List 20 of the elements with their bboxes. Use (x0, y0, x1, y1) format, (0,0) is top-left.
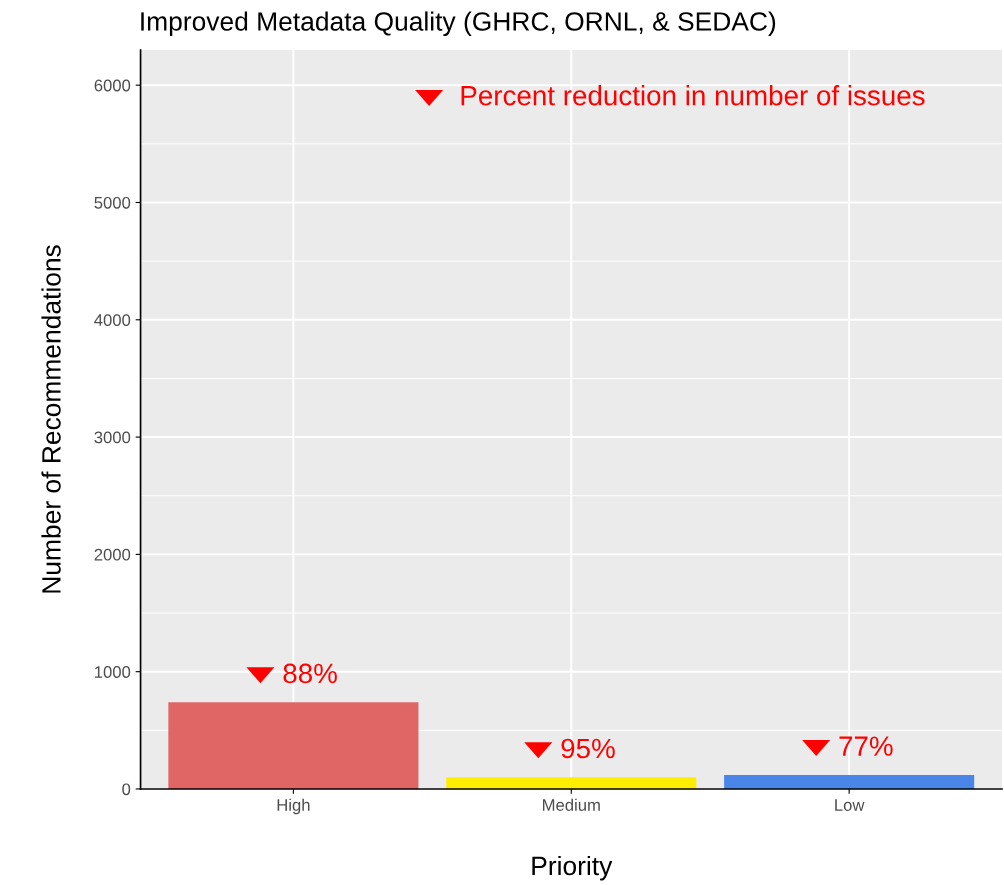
annotation: 77% (839, 736, 893, 756)
bar (724, 774, 975, 789)
y-tick-label: 5000 (94, 196, 131, 209)
x-tick-label: Medium (543, 798, 600, 811)
y-tick-label: 3000 (94, 431, 131, 444)
y-tick-label: 6000 (94, 79, 131, 92)
y-axis-title: Number of Recommendations (41, 245, 61, 593)
y-tick-label: 4000 (94, 314, 131, 326)
annotation: 95% (561, 738, 615, 759)
bar (168, 702, 419, 789)
annotation: Percent reduction in number of issues (461, 85, 925, 106)
y-tick-label: 0 (122, 783, 131, 796)
x-tick-label: Low (835, 799, 865, 811)
bar (446, 777, 697, 789)
chart-title: Improved Metadata Quality (GHRC, ORNL, & SEDAC) (141, 11, 776, 37)
x-axis-title: Priority (532, 855, 613, 881)
y-tick-label: 2000 (94, 548, 131, 561)
y-tick-label: 1000 (95, 666, 131, 678)
annotation: 88% (283, 663, 337, 684)
x-tick-label: High (277, 798, 310, 815)
